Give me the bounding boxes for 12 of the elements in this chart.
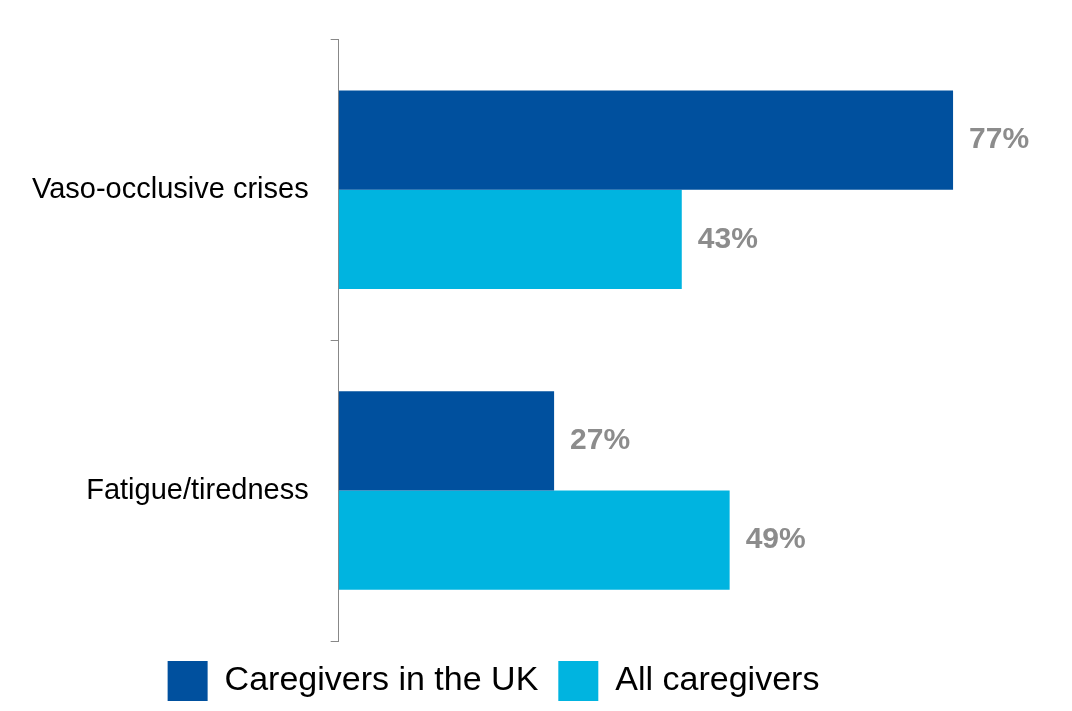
legend-label: Caregivers in the UK [224,659,539,698]
y-tick-label: Vaso-occlusive crises [31,171,309,204]
bar [338,391,555,491]
data-label: 49% [745,521,806,555]
bar [338,189,682,290]
data-label: 43% [697,220,758,254]
bar [338,490,730,590]
legend-label: All caregivers [615,659,820,698]
y-tick-label: Fatigue/tiredness [86,472,309,505]
data-label: 27% [570,422,631,456]
data-label: 77% [969,121,1030,155]
bar [338,90,954,190]
